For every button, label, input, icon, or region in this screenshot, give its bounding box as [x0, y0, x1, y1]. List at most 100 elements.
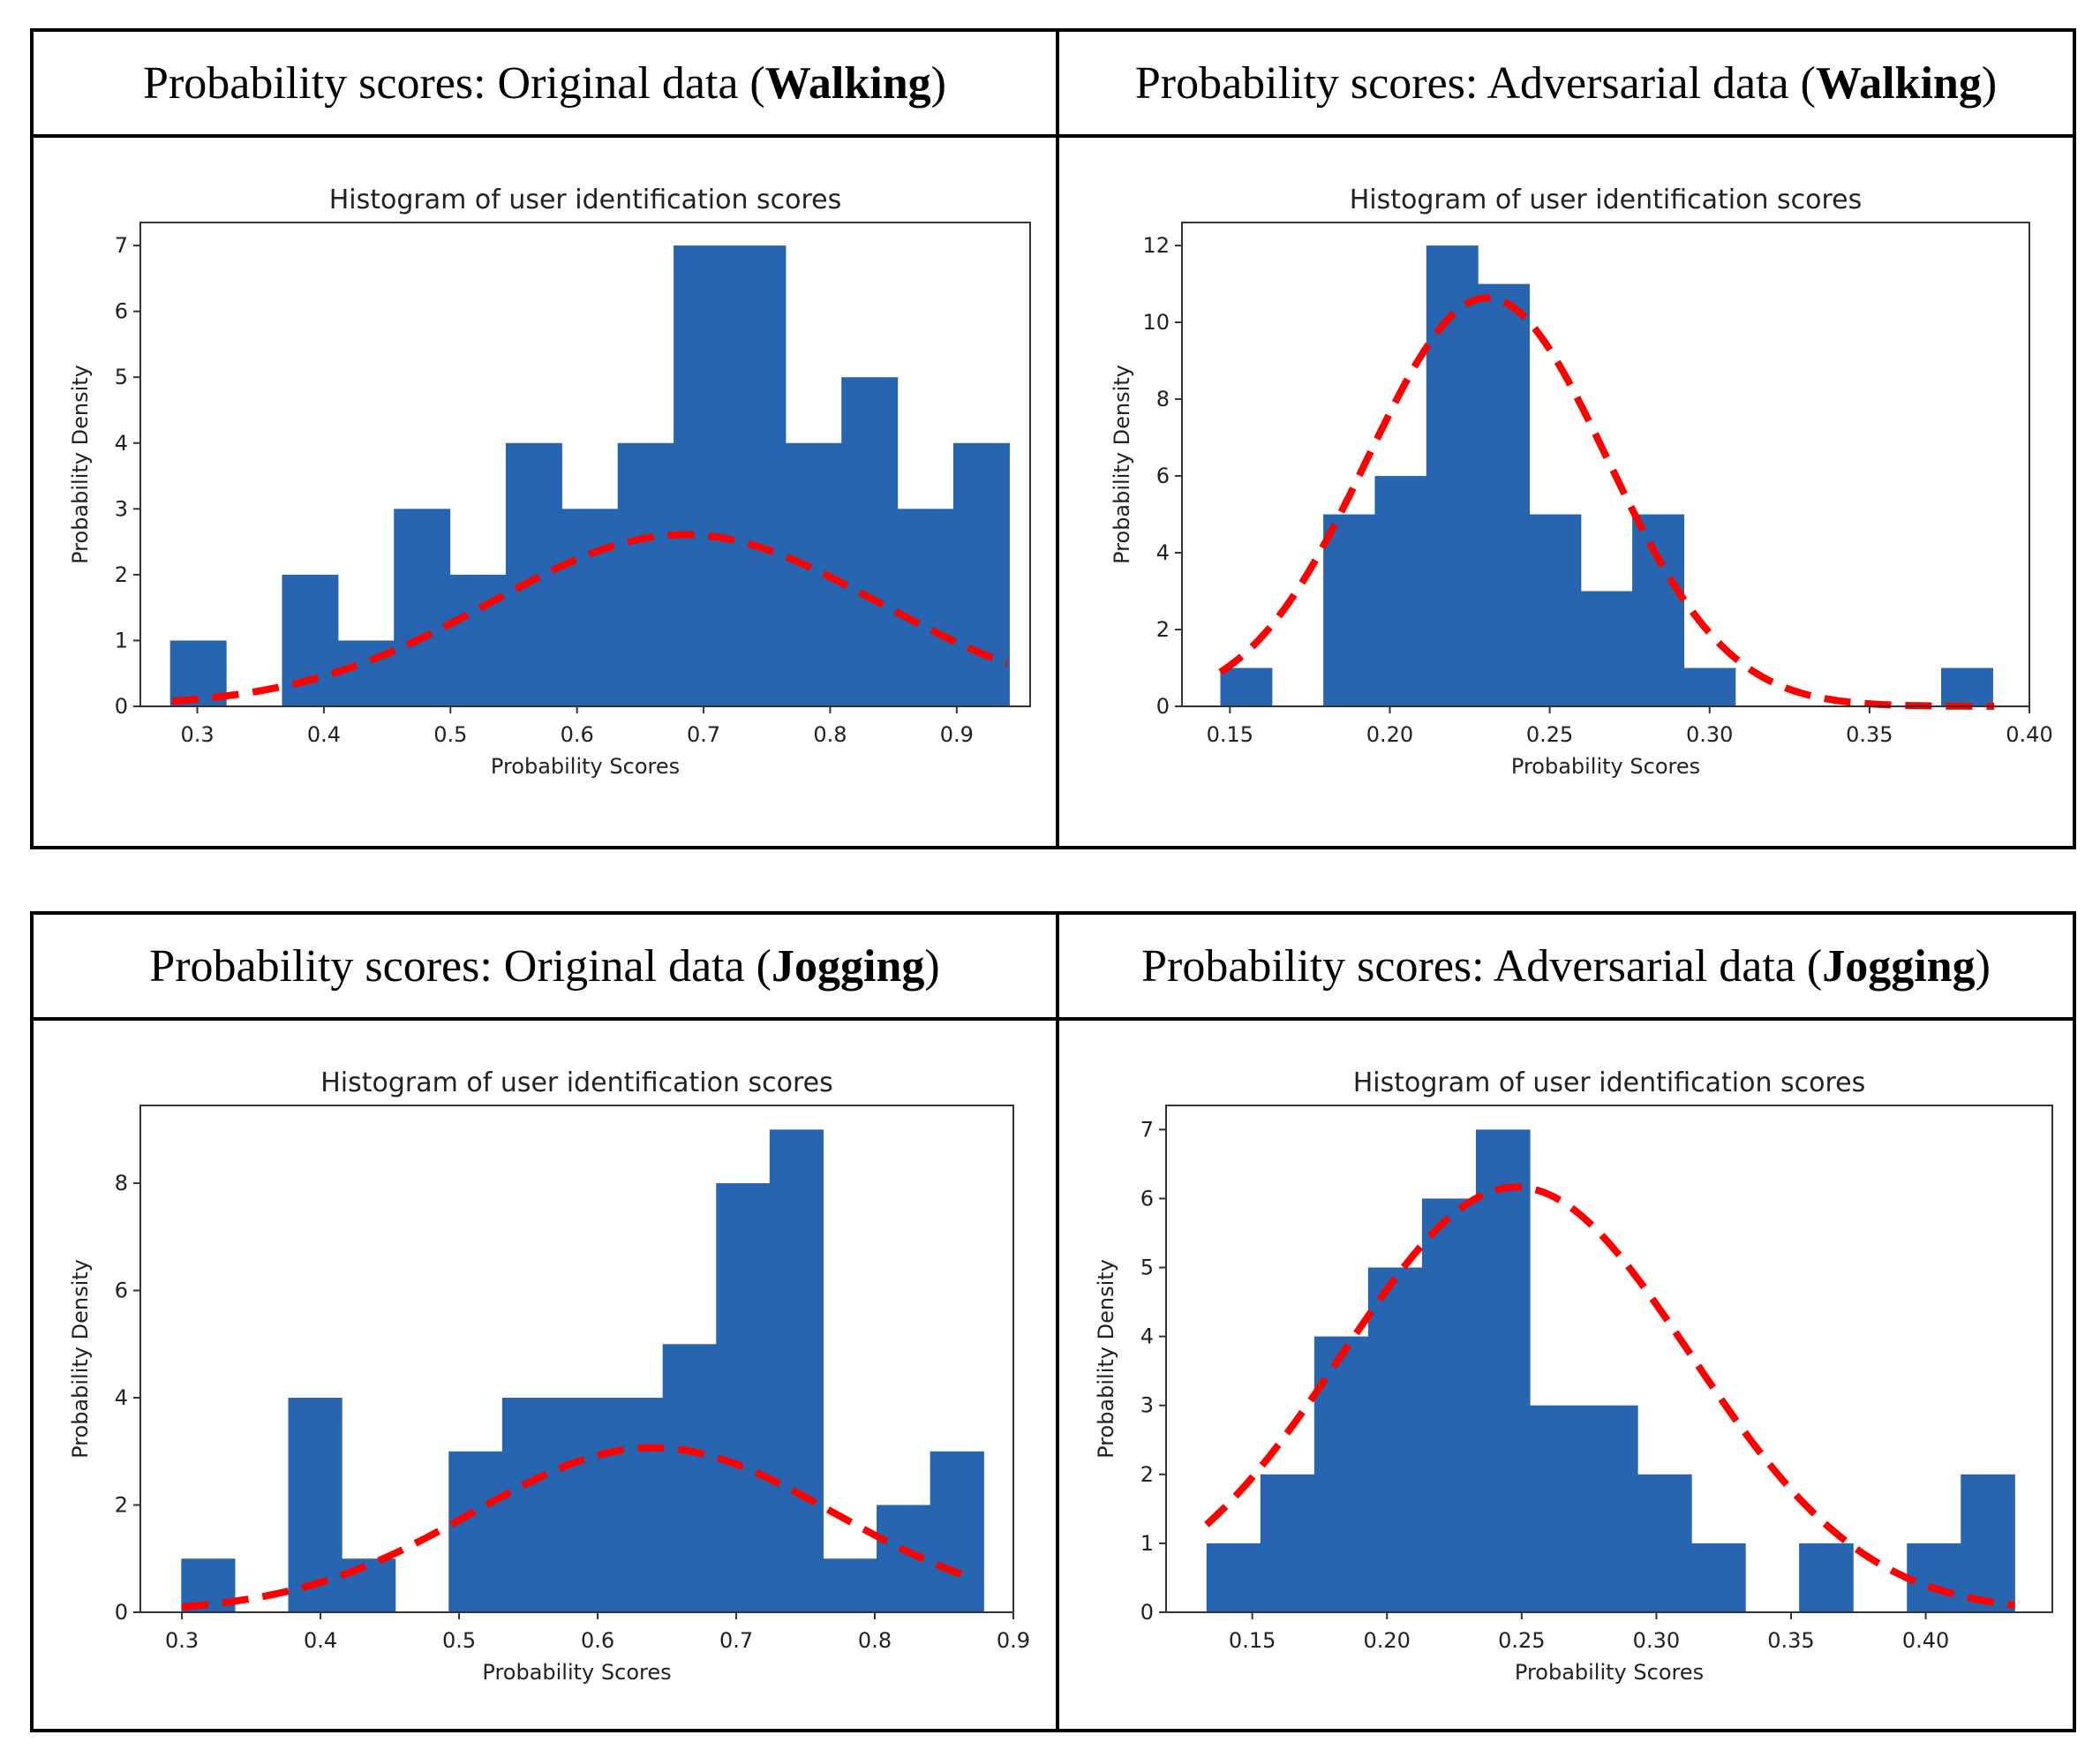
histogram-bar — [501, 1398, 557, 1612]
panel-header-jogging-adversarial: Probability scores: Adversarial data (Jo… — [1059, 915, 2073, 1017]
histogram-bar — [662, 1344, 717, 1612]
x-tick-label: 0.35 — [1767, 1628, 1814, 1653]
chart-title: Histogram of user identification scores — [1353, 1067, 1866, 1098]
y-axis-label: Probability Density — [1094, 1259, 1118, 1459]
x-tick-label: 0.7 — [687, 722, 720, 747]
x-tick-label: 0.5 — [433, 722, 467, 747]
x-axis-label: Probability Scores — [1511, 754, 1700, 779]
header-prefix: Probability scores: Adversarial data ( — [1141, 940, 1823, 992]
x-tick-label: 0.9 — [940, 722, 974, 747]
header-suffix: ) — [1975, 940, 1991, 992]
x-tick-label: 0.25 — [1498, 1628, 1545, 1653]
x-tick-label: 0.40 — [1902, 1628, 1949, 1653]
y-tick-label: 4 — [115, 1385, 128, 1410]
x-tick-label: 0.20 — [1366, 722, 1413, 747]
x-tick-label: 0.15 — [1229, 1628, 1276, 1653]
plot-cell-jogging-adversarial: Histogram of user identification scores 0… — [1059, 1021, 2073, 1729]
fit-curve — [171, 531, 1009, 705]
header-suffix: ) — [924, 940, 940, 992]
plot-frame — [1165, 1105, 2053, 1613]
histogram-bar — [1632, 514, 1684, 706]
fit-curve — [1218, 294, 1995, 710]
histogram-bar — [1907, 1543, 1961, 1612]
panel-header-walking-original: Probability scores: Original data (Walki… — [34, 32, 1056, 134]
header-suffix: ) — [1981, 57, 1998, 109]
y-tick-label: 0 — [115, 694, 128, 719]
x-tick-label: 0.3 — [165, 1628, 199, 1653]
x-tick-label: 0.30 — [1686, 722, 1733, 747]
y-tick-label: 7 — [1140, 1117, 1154, 1142]
histogram-bar — [609, 1398, 664, 1612]
histogram-bar — [1367, 1267, 1423, 1612]
histogram-bar — [674, 245, 731, 707]
x-axis-label: Probability Scores — [491, 754, 680, 779]
y-tick-label: 6 — [1140, 1186, 1154, 1211]
header-activity: Jogging — [772, 940, 925, 992]
histogram-bar — [1260, 1474, 1315, 1612]
histogram-bar — [841, 377, 899, 706]
histogram-chart-walking-original: Histogram of user identification scores 0… — [68, 185, 1031, 779]
y-tick-label: 0 — [1156, 694, 1170, 719]
histogram-bar — [449, 574, 507, 706]
histogram-bar — [555, 1398, 610, 1612]
histogram-bar — [342, 1558, 396, 1612]
header-activity: Walking — [1815, 57, 1982, 109]
header-prefix: Probability scores: Original data ( — [149, 940, 772, 992]
bottom-panel-table: Probability scores: Original data (Joggi… — [30, 911, 2076, 1732]
histogram-bar — [952, 442, 1010, 706]
y-tick-label: 4 — [115, 431, 128, 456]
histogram-bar — [1529, 1405, 1584, 1612]
histogram-bar — [1961, 1474, 2015, 1612]
y-tick-label: 4 — [1156, 540, 1170, 565]
histogram-bar — [1584, 1405, 1638, 1612]
histogram-bar — [769, 1129, 824, 1612]
header-divider — [34, 134, 2073, 138]
x-tick-label: 0.9 — [997, 1628, 1030, 1653]
fit-curve — [1204, 1183, 2015, 1609]
plot-cell-walking-original: Histogram of user identification scores 0… — [34, 138, 1056, 846]
histogram-bar — [1478, 283, 1531, 706]
histogram-bar — [288, 1398, 342, 1612]
x-tick-label: 0.30 — [1633, 1628, 1680, 1653]
y-tick-label: 0 — [115, 1600, 128, 1625]
y-tick-label: 0 — [1140, 1600, 1154, 1625]
histogram-bar — [897, 509, 954, 706]
plot-frame — [139, 1105, 1014, 1613]
column-divider — [1056, 915, 1059, 1729]
histogram-chart-jogging-adversarial: Histogram of user identification scores 0… — [1094, 1067, 2053, 1685]
histogram-bar — [1683, 668, 1736, 706]
plot-cell-walking-adversarial: Histogram of user identification scores 0… — [1059, 138, 2073, 846]
x-tick-label: 0.5 — [442, 1628, 476, 1653]
plot-frame — [1181, 222, 2030, 707]
x-tick-label: 0.40 — [2006, 722, 2052, 747]
histogram-bar — [930, 1451, 984, 1612]
histogram-bar — [282, 574, 339, 706]
y-tick-label: 6 — [1156, 464, 1170, 488]
y-tick-label: 1 — [115, 628, 128, 652]
x-axis-label: Probability Scores — [482, 1660, 671, 1685]
histogram-bar — [716, 1183, 771, 1612]
histogram-bar — [561, 509, 619, 706]
plot-cell-jogging-original: Histogram of user identification scores 0… — [34, 1021, 1056, 1729]
panel-header-walking-adversarial: Probability scores: Adversarial data (Wa… — [1059, 32, 2073, 134]
x-tick-label: 0.3 — [180, 722, 214, 747]
histogram-chart-walking-adversarial: Histogram of user identification scores 0… — [1110, 185, 2053, 779]
y-tick-label: 4 — [1140, 1324, 1154, 1349]
histogram-bar — [823, 1558, 877, 1612]
header-suffix: ) — [930, 57, 946, 109]
top-panel-table: Probability scores: Original data (Walki… — [30, 28, 2076, 849]
panel-header-jogging-original: Probability scores: Original data (Joggi… — [34, 915, 1056, 1017]
y-tick-label: 2 — [115, 1493, 128, 1518]
y-axis-label: Probability Density — [68, 365, 93, 564]
y-tick-label: 2 — [1156, 617, 1170, 642]
y-tick-label: 7 — [115, 233, 128, 258]
chart-title: Histogram of user identification scores — [329, 185, 842, 215]
x-tick-label: 0.15 — [1207, 722, 1253, 747]
histogram-bar — [1220, 668, 1273, 706]
y-tick-label: 1 — [1140, 1531, 1154, 1556]
histogram-bar — [729, 245, 787, 707]
fit-curve — [181, 1444, 974, 1610]
histogram-bar — [1637, 1474, 1692, 1612]
chart-title: Histogram of user identification scores — [320, 1067, 833, 1098]
x-tick-label: 0.4 — [307, 722, 341, 747]
